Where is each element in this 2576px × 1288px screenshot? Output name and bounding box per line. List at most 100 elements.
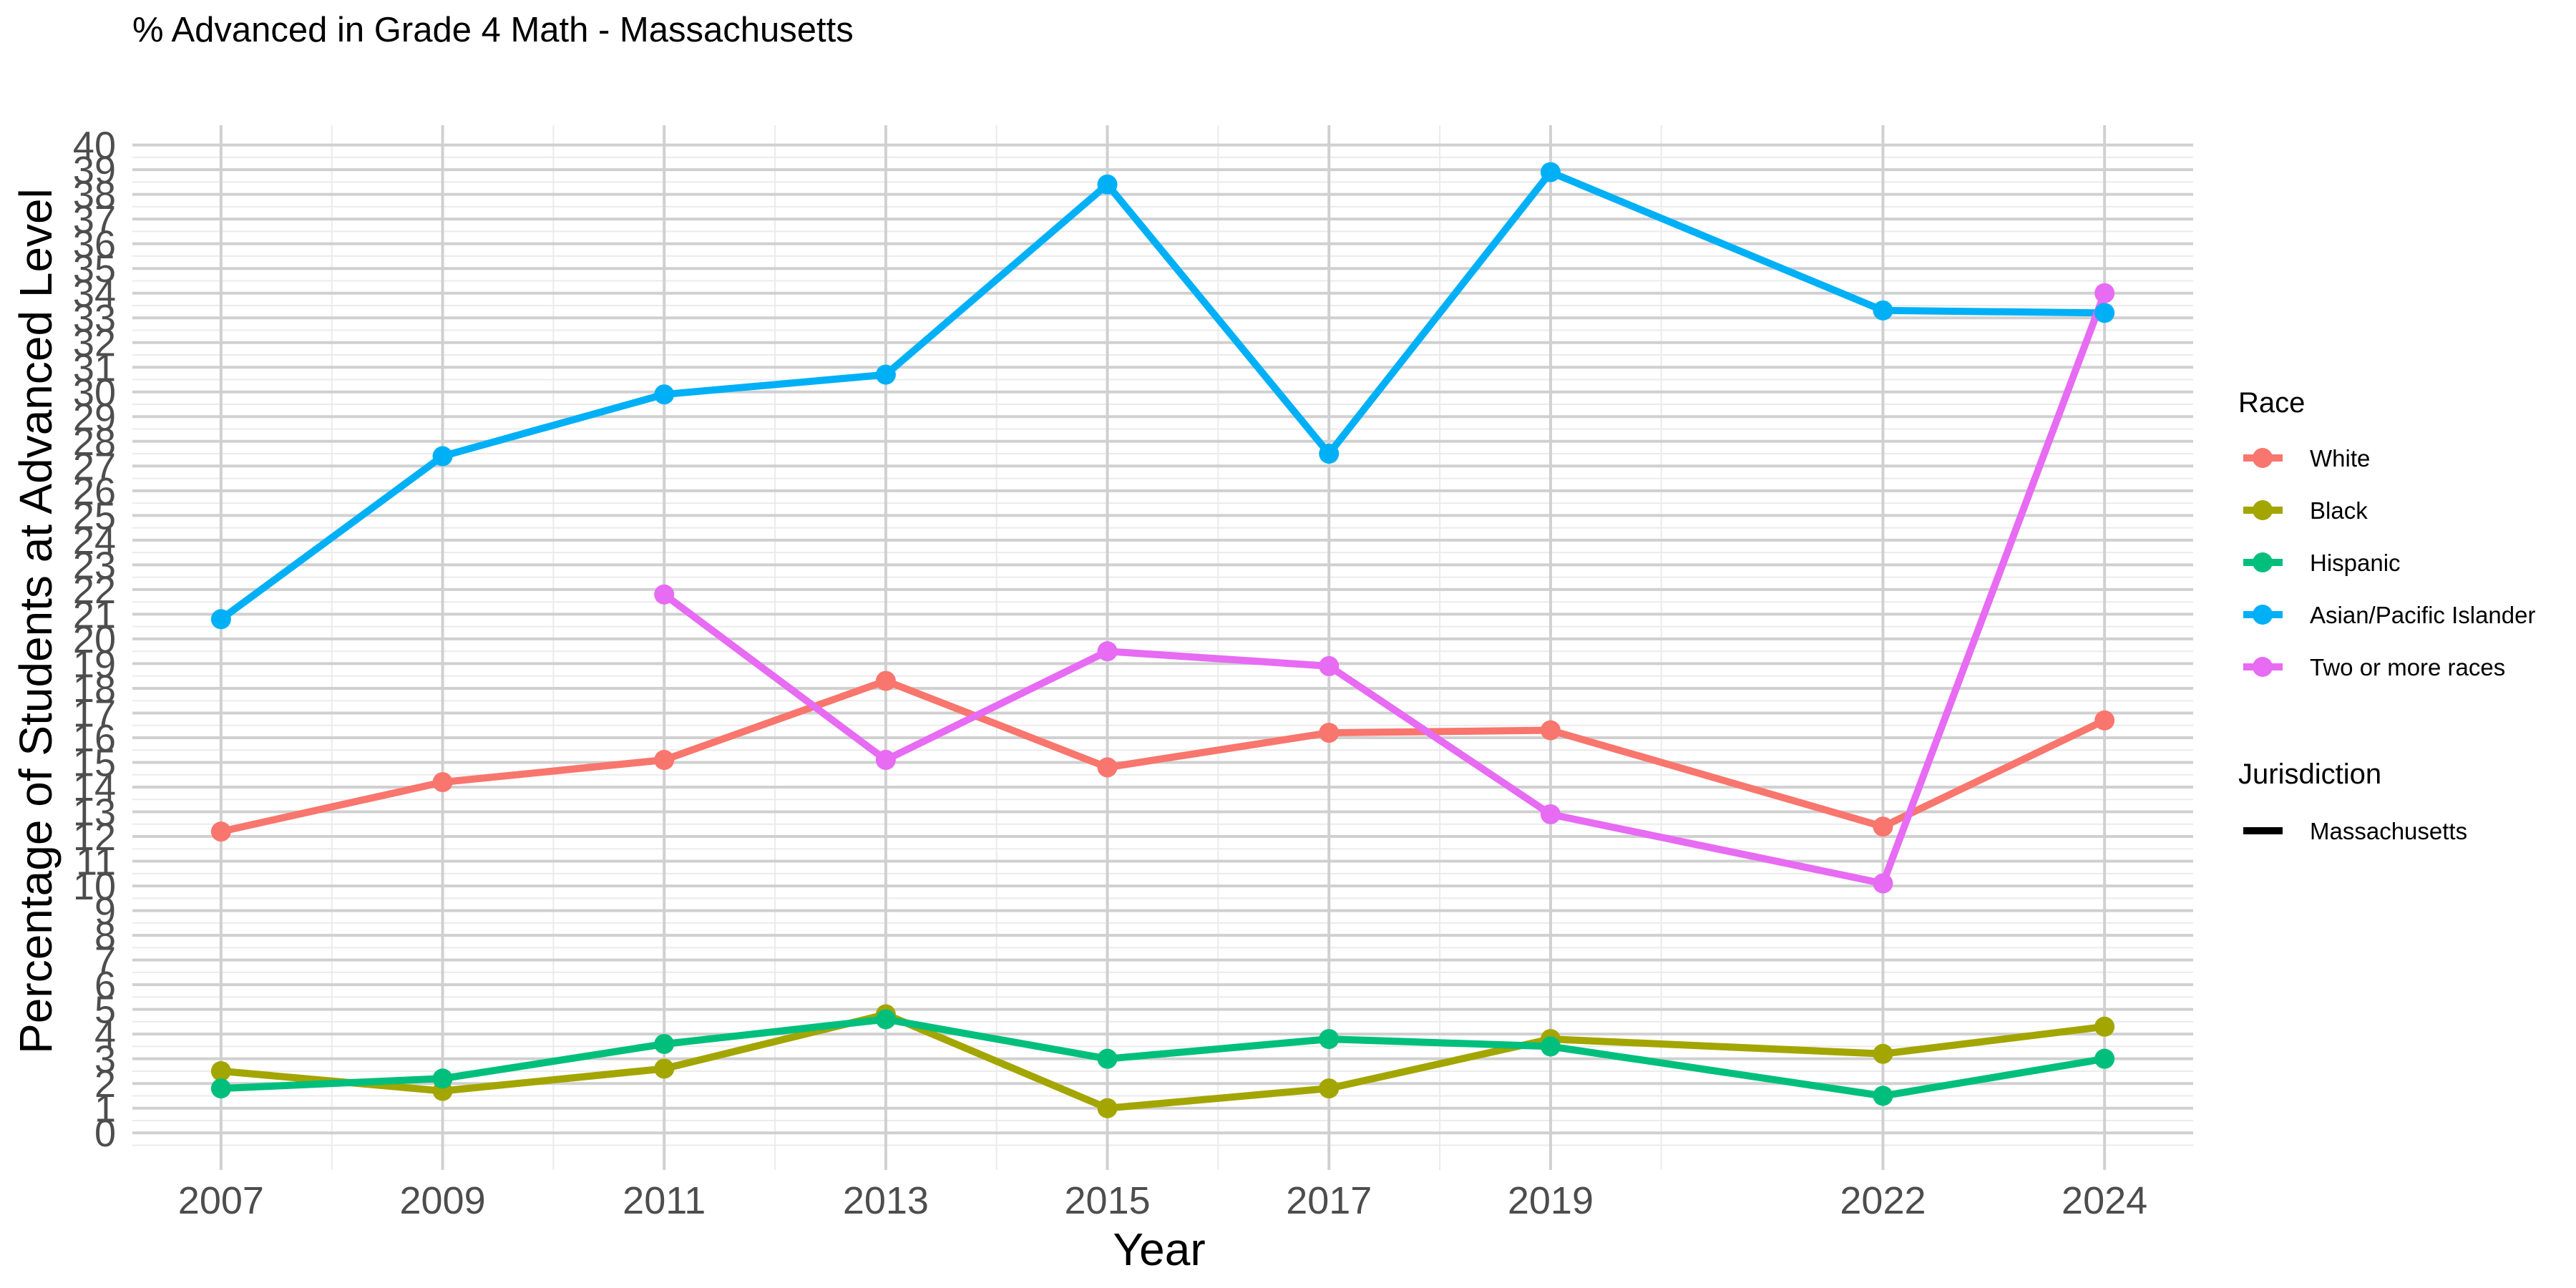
data-point-white [1319,723,1340,743]
y-tick-label: 21 [73,593,116,636]
data-point-white [432,772,453,793]
data-point-two-or-more-races [1873,873,1893,894]
legend-race-items: White Black Hispanic Asian/Pacific Islander… [2243,445,2535,680]
legend-item-asian-pacific-islander: Asian/Pacific Islander [2243,602,2535,628]
y-tick-label: 19 [73,643,116,686]
y-tick-label: 22 [73,569,116,612]
data-point-black [1319,1078,1340,1099]
legend-item-white: White [2243,445,2370,472]
data-point-asian-pacific-islander [432,446,453,467]
y-tick-label: 24 [73,519,116,562]
series-line-black [217,1010,2109,1112]
data-point-white [875,670,896,691]
series-points [210,162,2115,1118]
data-point-two-or-more-races [1319,655,1340,676]
x-tick-label: 2015 [1065,1179,1151,1222]
data-point-asian-pacific-islander [210,609,231,630]
data-point-hispanic [1097,1048,1118,1069]
data-point-black [1097,1098,1118,1118]
data-point-white [1540,720,1561,741]
y-tick-label: 34 [73,273,116,316]
data-point-two-or-more-races [875,750,896,771]
y-tick-label: 33 [73,297,116,340]
legend-label: Black [2310,497,2368,524]
y-tick-label: 16 [73,717,116,760]
legend-title-race: Race [2238,387,2305,419]
legend-item-jurisdiction: Massachusetts [2243,818,2467,844]
data-point-white [1873,816,1893,837]
legend-label: Two or more races [2310,654,2505,680]
data-point-white [2094,710,2115,731]
legend-title-jurisdiction: Jurisdiction [2238,758,2381,790]
x-tick-label: 2017 [1286,1179,1372,1222]
data-point-hispanic [875,1009,896,1030]
y-tick-label: 11 [76,841,116,884]
data-point-two-or-more-races [2094,283,2115,303]
y-tick-label: 29 [73,396,116,439]
y-tick-label: 37 [73,198,116,241]
y-tick-label: 12 [73,816,116,859]
y-tick-label: 27 [73,445,116,488]
y-tick-label: 17 [73,692,116,735]
y-tick-label: 23 [73,544,116,587]
legend-label: Massachusetts [2310,818,2467,844]
legend-key-point [2253,552,2273,572]
y-tick-label: 28 [73,421,116,464]
x-tick-label: 2011 [623,1179,706,1222]
data-point-asian-pacific-islander [875,364,896,385]
legend-label: Hispanic [2310,550,2401,576]
data-point-asian-pacific-islander [1540,162,1561,182]
x-tick-label: 2007 [178,1179,264,1222]
y-tick-label: 31 [73,346,116,389]
data-point-hispanic [1319,1029,1340,1050]
y-tick-label: 8 [94,914,116,957]
y-tick-label: 39 [73,149,116,192]
legend: Race White Black Hispanic Asian/Pacific Isl… [2238,387,2535,844]
y-tick-label: 40 [73,125,116,167]
y-tick-label: 14 [73,766,116,809]
data-point-white [210,821,231,842]
data-point-asian-pacific-islander [654,384,675,405]
y-tick-label: 35 [73,248,116,291]
y-tick-label: 25 [73,494,116,537]
minor-gridlines [132,125,2193,1170]
data-point-black [1873,1043,1893,1064]
data-point-black [210,1060,231,1081]
y-tick-label: 4 [94,1013,116,1056]
data-point-hispanic [2094,1048,2115,1069]
chart-title: % Advanced in Grade 4 Math - Massachuset… [132,11,854,49]
x-tick-label: 2024 [2062,1179,2147,1222]
legend-key-point [2253,605,2273,625]
data-point-asian-pacific-islander [2094,303,2115,323]
data-point-asian-pacific-islander [1319,444,1340,464]
data-point-hispanic [654,1033,675,1054]
y-tick-label: 15 [73,741,116,784]
legend-key-point [2253,500,2273,520]
data-point-two-or-more-races [1540,804,1561,824]
x-tick-label: 2022 [1840,1179,1926,1222]
data-point-black [2094,1016,2115,1037]
legend-key-point [2253,657,2273,677]
y-tick-label: 36 [73,223,116,266]
data-point-two-or-more-races [1097,641,1118,662]
y-tick-label: 38 [73,174,116,217]
series-line-white [217,677,2109,836]
x-axis-title: Year [1113,1224,1205,1275]
y-tick-label: 0 [94,1112,116,1155]
legend-item-black: Black [2243,497,2368,524]
y-tick-label: 30 [73,371,116,414]
data-point-asian-pacific-islander [1097,174,1118,195]
data-point-hispanic [1873,1085,1893,1106]
data-point-two-or-more-races [654,584,675,605]
y-tick-label: 13 [73,791,116,834]
data-point-hispanic [432,1068,453,1089]
y-axis-title: Percentage of Students at Advanced Level [10,188,62,1054]
legend-label: Asian/Pacific Islander [2310,602,2535,628]
major-gridlines [132,125,2193,1170]
y-tick-label: 20 [73,618,116,661]
y-tick-label: 18 [73,668,116,711]
y-axis-ticks: 0123456789101112131415161718192021222324… [73,125,116,1156]
data-point-white [654,750,675,771]
x-tick-label: 2013 [843,1179,929,1222]
y-tick-label: 6 [94,964,116,1007]
